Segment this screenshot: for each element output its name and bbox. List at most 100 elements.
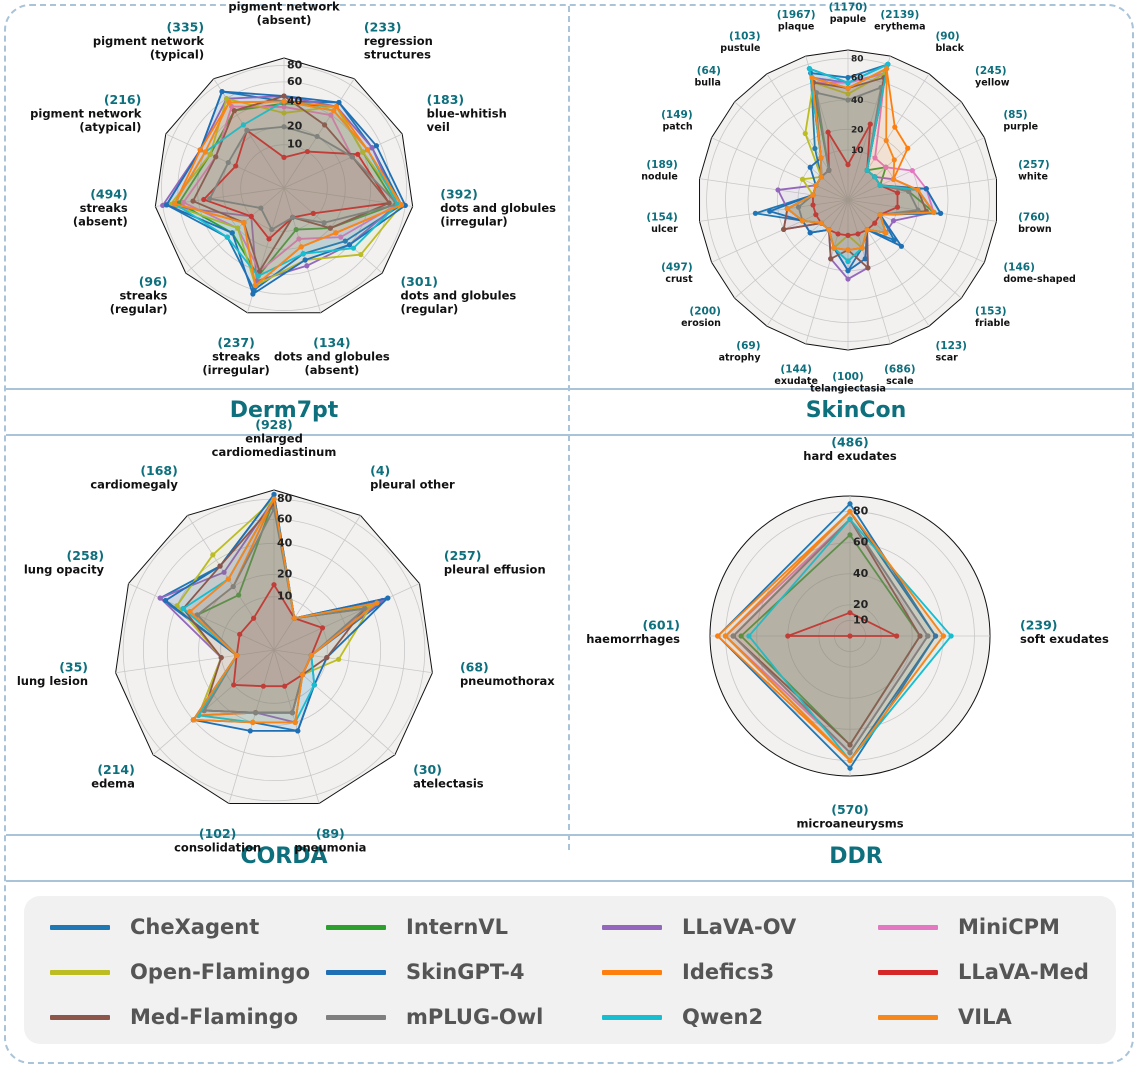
- radar-tick-label: 80: [851, 55, 864, 65]
- series-point: [775, 187, 781, 193]
- radar-spoke: [847, 199, 930, 327]
- radar-tick-label: 60: [287, 75, 303, 88]
- series-point: [906, 188, 912, 194]
- axis-label-purple: (85) purple: [1003, 109, 1038, 132]
- radar-spoke: [847, 101, 962, 201]
- radar-spoke: [711, 137, 849, 201]
- series-point: [248, 213, 254, 219]
- radar-spoke: [847, 73, 930, 201]
- series-point: [847, 532, 853, 538]
- series-point: [230, 583, 236, 590]
- series-point: [818, 174, 824, 180]
- series-point: [810, 202, 816, 208]
- series-point: [809, 75, 815, 81]
- series-point: [818, 220, 824, 226]
- radar-spoke: [847, 199, 962, 299]
- series-point: [295, 728, 301, 734]
- axis-label-black: (90) black: [935, 30, 964, 54]
- axis-label-atrophy: (69) atrophy: [719, 340, 762, 364]
- series-point: [923, 186, 929, 192]
- series-point: [310, 210, 316, 216]
- radar-tick-label: 80: [287, 58, 303, 71]
- series-point: [162, 597, 169, 604]
- legend-label: mPLUG-Owl: [406, 1005, 544, 1029]
- legend-item-llava-med: LLaVA-Med: [878, 957, 1089, 987]
- series-point: [296, 236, 302, 242]
- divider-top-title-2: [6, 834, 1134, 836]
- series-point: [336, 656, 342, 662]
- series-point: [342, 238, 348, 244]
- series-point: [218, 654, 224, 661]
- series-point: [247, 728, 253, 734]
- series-point: [828, 256, 834, 262]
- axis-label-white: (257) white: [1018, 159, 1050, 183]
- series-point: [271, 496, 277, 502]
- radar-spoke: [734, 101, 849, 201]
- series-point: [336, 99, 342, 106]
- radar-spoke: [152, 649, 275, 756]
- series-point: [892, 124, 898, 130]
- series-mplug-owl: [207, 124, 401, 233]
- series-point: [172, 201, 178, 207]
- series-point: [281, 93, 287, 99]
- series-point: [281, 104, 287, 110]
- axis-label-regression-structures: (233) regression structures: [364, 19, 433, 61]
- series-point: [813, 182, 819, 188]
- axis-label-haemorrhages: (601) haemorrhages: [586, 617, 680, 646]
- series-point: [752, 210, 759, 216]
- radar-tick-label: 10: [853, 613, 869, 626]
- series-point: [905, 145, 911, 151]
- series-point: [271, 582, 277, 588]
- series-point: [802, 130, 808, 137]
- series-point: [290, 214, 296, 221]
- series-point: [291, 615, 297, 621]
- series-line: [159, 498, 384, 724]
- series-point: [360, 149, 366, 155]
- series-point: [362, 605, 368, 612]
- series-point: [883, 230, 889, 236]
- series-point: [845, 97, 851, 103]
- series-point: [319, 625, 326, 631]
- axis-label-bulla: (64) bulla: [694, 65, 721, 89]
- series-point: [281, 124, 287, 130]
- axis-label-pleural-other: (4) pleural other: [370, 463, 455, 492]
- series-point: [241, 220, 247, 226]
- series-point: [831, 245, 837, 251]
- series-point: [883, 137, 889, 144]
- series-point: [845, 91, 851, 97]
- axis-label-scale: (686) scale: [884, 364, 916, 388]
- axis-label-streaks-absent: (494) streaks (absent): [73, 187, 128, 229]
- series-point: [180, 605, 186, 612]
- series-point: [767, 208, 773, 214]
- series-point: [877, 182, 883, 188]
- series-line: [173, 100, 403, 287]
- radar-skincon: 10 20 40 60 80 (1170) papule (2139) erythema (90)…: [641, 2, 1076, 395]
- series-point: [722, 633, 729, 639]
- axis-label-pleural-effusion: (257) pleural effusion: [444, 548, 546, 577]
- axis-label-edema: (214) edema: [91, 762, 135, 791]
- series-point: [925, 633, 931, 639]
- series-point: [386, 200, 392, 206]
- panel-divider-vertical: [568, 6, 570, 850]
- series-point: [225, 159, 231, 166]
- series-point: [885, 61, 891, 67]
- radar-tick-label: 10: [287, 138, 303, 151]
- series-point: [795, 204, 802, 210]
- series-point: [402, 202, 408, 209]
- series-point: [781, 226, 787, 232]
- series-point: [350, 245, 357, 251]
- series-point: [813, 90, 820, 96]
- axis-label-erythema: (2139) erythema: [874, 9, 925, 33]
- radar-spoke: [283, 133, 403, 189]
- legend-swatch: [602, 1014, 662, 1020]
- radar-spoke: [273, 649, 320, 804]
- series-point: [255, 273, 261, 279]
- series-point: [304, 148, 311, 155]
- radar-spoke: [273, 583, 420, 651]
- legend-item-chexagent: CheXagent: [50, 912, 259, 942]
- series-point: [250, 719, 256, 725]
- legend-label: LLaVA-OV: [682, 915, 797, 939]
- radar-ddr: 10 20 40 60 80 (486) hard exudates (239) soft ex…: [586, 435, 1109, 831]
- legend-label: InternVL: [406, 915, 508, 939]
